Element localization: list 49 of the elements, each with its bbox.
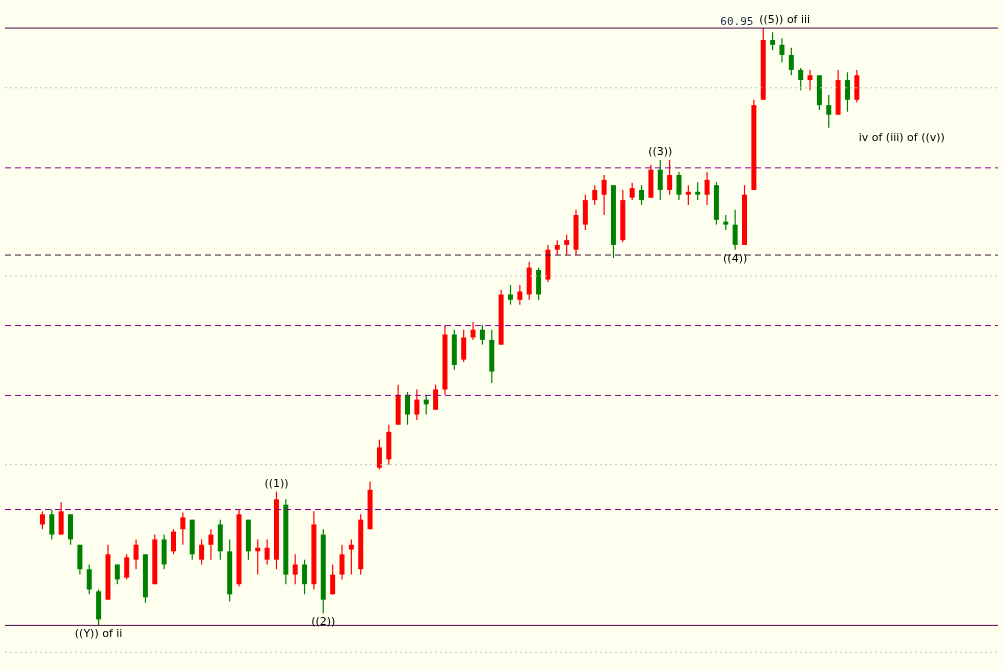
annotation: iv of (iii) of ((v))	[858, 131, 945, 145]
annotation: ((1))	[264, 476, 289, 490]
candlestick	[461, 329, 467, 363]
candlestick	[826, 94, 832, 129]
candlestick	[348, 538, 354, 576]
candlestick	[517, 284, 523, 306]
annotation: ((5)) of iii	[759, 13, 811, 27]
candlestick	[58, 501, 64, 536]
candlestick	[405, 391, 411, 426]
candlestick	[704, 171, 710, 206]
candlestick	[657, 159, 663, 201]
candlestick	[592, 184, 598, 206]
candlestick	[86, 563, 92, 595]
candlestick	[171, 528, 176, 555]
candlestick	[507, 284, 513, 306]
candlestick	[199, 538, 205, 566]
candlestick	[292, 553, 298, 585]
candlestick	[302, 559, 308, 595]
candlestick	[208, 528, 214, 561]
candlestick	[564, 234, 570, 256]
candlestick	[376, 439, 382, 471]
candlestick	[339, 544, 345, 580]
annotation: ((4))	[723, 251, 748, 265]
candlestick	[788, 47, 794, 76]
candlestick	[264, 538, 270, 566]
candlestick	[798, 67, 804, 91]
candlestick	[807, 69, 813, 91]
candlestick	[779, 37, 785, 63]
candlestick	[479, 324, 485, 346]
candlestick	[433, 384, 439, 411]
candlestick	[133, 538, 139, 570]
annotation: ((3))	[648, 145, 673, 159]
candlestick	[667, 159, 673, 196]
candlestick	[639, 184, 645, 206]
candlestick	[49, 508, 55, 540]
candlestick	[114, 563, 120, 585]
text: 60.95	[720, 15, 754, 29]
candlestick	[470, 321, 476, 341]
candlestick	[844, 71, 850, 113]
candlestick	[330, 563, 336, 595]
candlestick	[414, 388, 420, 421]
candlestick	[732, 209, 738, 251]
annotation: ((Y)) of ii	[74, 627, 123, 641]
candlestick	[180, 511, 186, 546]
annotation: ((2))	[311, 615, 336, 629]
candlestick	[124, 553, 130, 580]
candlestick	[601, 174, 607, 216]
candlestick	[676, 171, 682, 201]
candlestick	[685, 184, 691, 206]
